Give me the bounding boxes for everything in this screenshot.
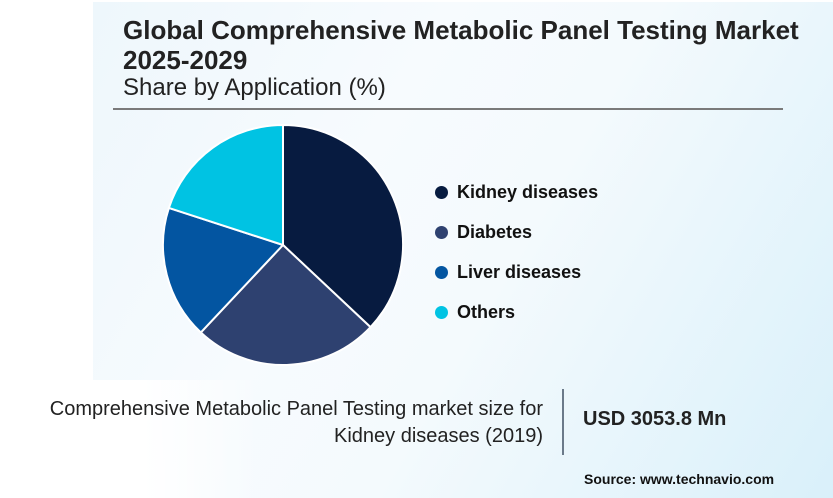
legend: Kidney diseases Diabetes Liver diseases … (435, 172, 598, 332)
legend-item-liver-diseases: Liver diseases (435, 252, 598, 292)
legend-marker-icon (435, 185, 448, 199)
legend-item-others: Others (435, 292, 598, 332)
legend-label: Others (457, 301, 516, 322)
legend-item-kidney-diseases: Kidney diseases (435, 172, 598, 212)
legend-label: Diabetes (457, 221, 533, 242)
chart-subtitle: Share by Application (%) (123, 74, 386, 101)
market-size-description-line2: Kidney diseases (2019) (333, 425, 543, 447)
market-size-description-line1: Comprehensive Metabolic Panel Testing ma… (49, 398, 543, 420)
market-size-description: Comprehensive Metabolic Panel Testing ma… (50, 396, 543, 450)
footer-fade (0, 380, 260, 498)
legend-marker-icon (435, 225, 448, 239)
legend-marker-icon (435, 265, 448, 279)
pie-chart (162, 124, 405, 367)
pie-slice-liver-diseases (162, 206, 284, 334)
pie-slice-diabetes (199, 244, 372, 367)
footer-divider (562, 389, 564, 455)
title-divider (113, 108, 783, 110)
legend-marker-icon (435, 305, 448, 319)
chart-title: Global Comprehensive Metabolic Panel Tes… (123, 15, 799, 75)
pie-slice-others (167, 124, 284, 246)
pie-slice-kidney-diseases (282, 124, 405, 329)
legend-label: Liver diseases (457, 261, 582, 282)
source-credit: Source: www.technavio.com (584, 471, 775, 487)
legend-label: Kidney diseases (457, 181, 599, 202)
market-size-value: USD 3053.8 Mn (583, 408, 727, 430)
legend-item-diabetes: Diabetes (435, 212, 598, 252)
